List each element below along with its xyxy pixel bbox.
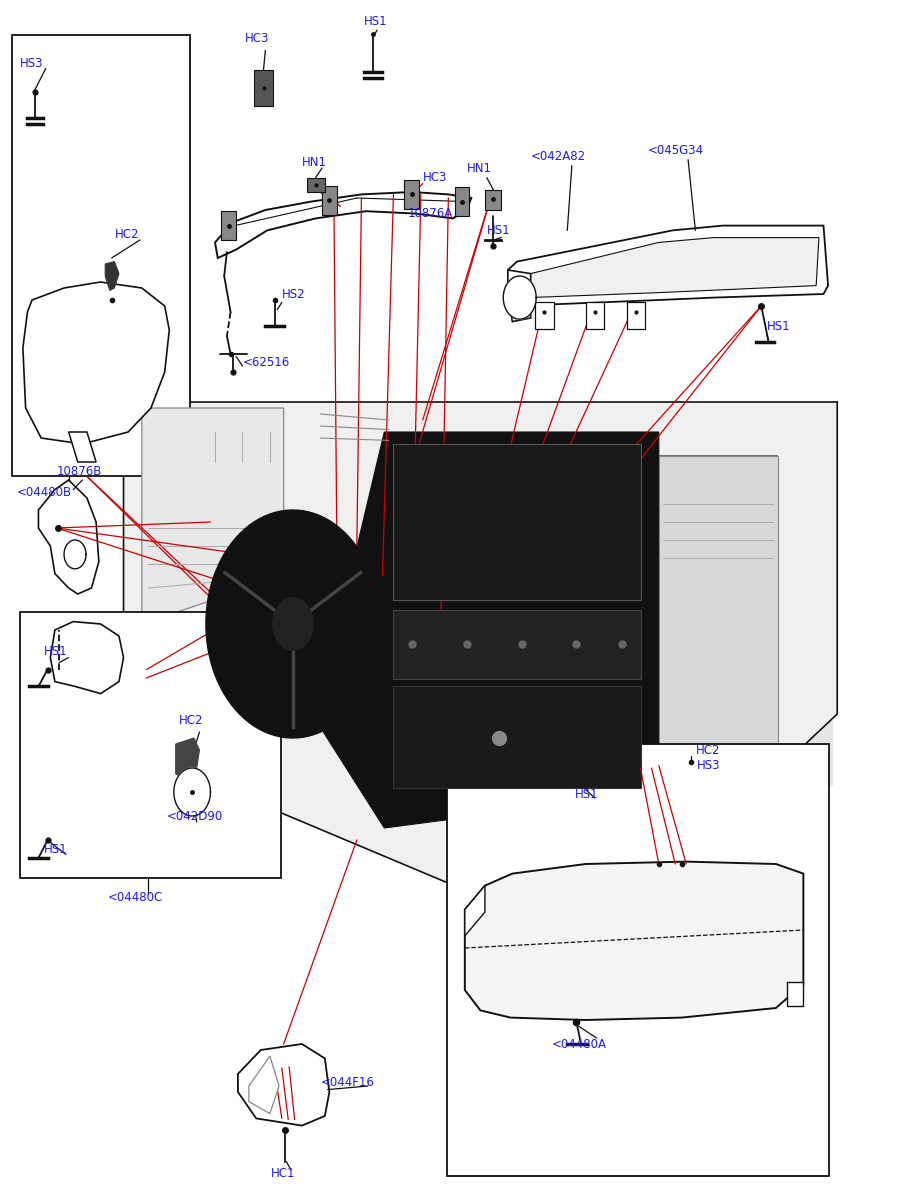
Bar [447, 744, 829, 1176]
Text: HC2: HC2 [114, 228, 139, 240]
Text: HC3: HC3 [245, 32, 270, 44]
Polygon shape [404, 180, 419, 209]
Text: HN1: HN1 [302, 156, 327, 168]
Bar [393, 686, 640, 788]
Bar [798, 456, 833, 522]
Text: 10876B: 10876B [57, 466, 102, 478]
Polygon shape [503, 276, 536, 319]
Bar [728, 588, 763, 654]
Polygon shape [455, 187, 469, 216]
Polygon shape [254, 70, 273, 106]
Bar [763, 522, 798, 588]
Polygon shape [508, 226, 828, 306]
Polygon shape [50, 622, 124, 694]
Polygon shape [206, 510, 380, 738]
Polygon shape [142, 408, 284, 624]
Text: <04480C: <04480C [108, 892, 163, 904]
Text: HC1: HC1 [271, 1168, 296, 1180]
Polygon shape [38, 480, 99, 594]
Polygon shape [307, 178, 325, 192]
Text: HS3: HS3 [20, 58, 44, 70]
Bar [694, 786, 728, 852]
Text: <045G34: <045G34 [648, 144, 704, 156]
Text: c a r   p a r t s: c a r p a r t s [379, 638, 536, 658]
Polygon shape [787, 982, 803, 1006]
Text: HC3: HC3 [423, 172, 447, 184]
Text: <04480B: <04480B [16, 486, 71, 498]
Polygon shape [238, 1044, 329, 1126]
Polygon shape [249, 1056, 279, 1114]
Text: <62516: <62516 [242, 356, 290, 368]
Text: HS1: HS1 [364, 16, 388, 28]
Text: SJParts: SJParts [313, 529, 602, 599]
Polygon shape [64, 540, 86, 569]
Polygon shape [465, 862, 803, 1020]
Text: HC2: HC2 [695, 744, 720, 756]
Bar [728, 456, 763, 522]
Polygon shape [215, 192, 471, 258]
Bar [659, 456, 778, 792]
Text: HS1: HS1 [44, 646, 68, 658]
Text: <042A82: <042A82 [531, 150, 586, 162]
Polygon shape [465, 886, 485, 936]
Polygon shape [176, 738, 199, 780]
Bar [659, 720, 694, 786]
Bar [20, 612, 281, 878]
Bar [694, 522, 728, 588]
Polygon shape [508, 270, 531, 322]
Polygon shape [586, 302, 604, 329]
Bar [763, 786, 798, 852]
Polygon shape [23, 282, 169, 444]
Text: <044F16: <044F16 [320, 1076, 374, 1088]
Bar [694, 654, 728, 720]
Text: HC2: HC2 [178, 714, 203, 726]
Text: 10876A: 10876A [407, 208, 452, 220]
Polygon shape [124, 402, 837, 912]
Bar [659, 456, 694, 522]
Text: HS3: HS3 [697, 760, 721, 772]
Polygon shape [627, 302, 645, 329]
Polygon shape [485, 190, 501, 210]
Text: HS2: HS2 [282, 288, 306, 300]
Text: HS1: HS1 [487, 224, 511, 236]
Text: <04480A: <04480A [552, 1038, 607, 1050]
Bar [659, 588, 694, 654]
Text: <042D90: <042D90 [167, 810, 222, 822]
Text: HS1: HS1 [767, 320, 791, 332]
Polygon shape [529, 238, 819, 298]
Polygon shape [221, 211, 236, 240]
Bar [798, 588, 833, 654]
Bar [393, 444, 640, 600]
Polygon shape [316, 432, 778, 828]
Text: HN1: HN1 [467, 162, 491, 174]
Text: HS1: HS1 [44, 844, 68, 856]
Bar [12, 35, 190, 476]
Bar [393, 610, 640, 679]
Text: HS1: HS1 [575, 788, 598, 800]
Polygon shape [174, 768, 210, 816]
Polygon shape [273, 598, 313, 650]
Bar [798, 720, 833, 786]
Polygon shape [105, 262, 119, 290]
Polygon shape [69, 432, 96, 462]
Bar [728, 720, 763, 786]
Bar [763, 654, 798, 720]
Polygon shape [322, 186, 337, 215]
Polygon shape [535, 302, 554, 329]
